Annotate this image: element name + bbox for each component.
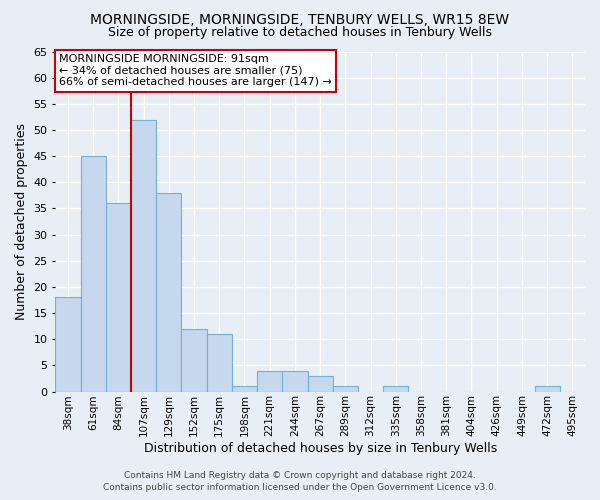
Bar bbox=[333, 386, 358, 392]
Bar bbox=[80, 156, 106, 392]
X-axis label: Distribution of detached houses by size in Tenbury Wells: Distribution of detached houses by size … bbox=[143, 442, 497, 455]
Bar bbox=[131, 120, 156, 392]
Text: Size of property relative to detached houses in Tenbury Wells: Size of property relative to detached ho… bbox=[108, 26, 492, 39]
Bar bbox=[156, 192, 181, 392]
Bar bbox=[181, 329, 206, 392]
Y-axis label: Number of detached properties: Number of detached properties bbox=[15, 123, 28, 320]
Bar bbox=[535, 386, 560, 392]
Bar bbox=[257, 370, 283, 392]
Bar bbox=[283, 370, 308, 392]
Bar bbox=[206, 334, 232, 392]
Text: MORNINGSIDE MORNINGSIDE: 91sqm
← 34% of detached houses are smaller (75)
66% of : MORNINGSIDE MORNINGSIDE: 91sqm ← 34% of … bbox=[59, 54, 332, 88]
Bar bbox=[232, 386, 257, 392]
Bar bbox=[55, 298, 80, 392]
Bar bbox=[383, 386, 409, 392]
Bar bbox=[308, 376, 333, 392]
Bar bbox=[106, 203, 131, 392]
Text: Contains HM Land Registry data © Crown copyright and database right 2024.
Contai: Contains HM Land Registry data © Crown c… bbox=[103, 471, 497, 492]
Text: MORNINGSIDE, MORNINGSIDE, TENBURY WELLS, WR15 8EW: MORNINGSIDE, MORNINGSIDE, TENBURY WELLS,… bbox=[91, 12, 509, 26]
